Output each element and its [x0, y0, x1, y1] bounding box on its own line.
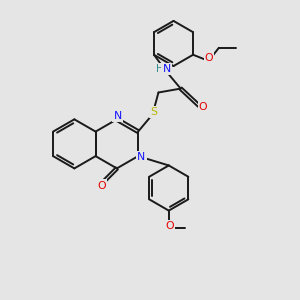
Text: S: S: [150, 107, 157, 117]
Text: O: O: [199, 102, 208, 112]
Text: O: O: [165, 221, 174, 231]
Text: O: O: [205, 53, 213, 63]
Text: H: H: [156, 64, 164, 74]
Text: N: N: [163, 64, 171, 74]
Text: N: N: [113, 111, 122, 121]
Text: N: N: [137, 152, 146, 162]
Text: O: O: [97, 181, 106, 190]
